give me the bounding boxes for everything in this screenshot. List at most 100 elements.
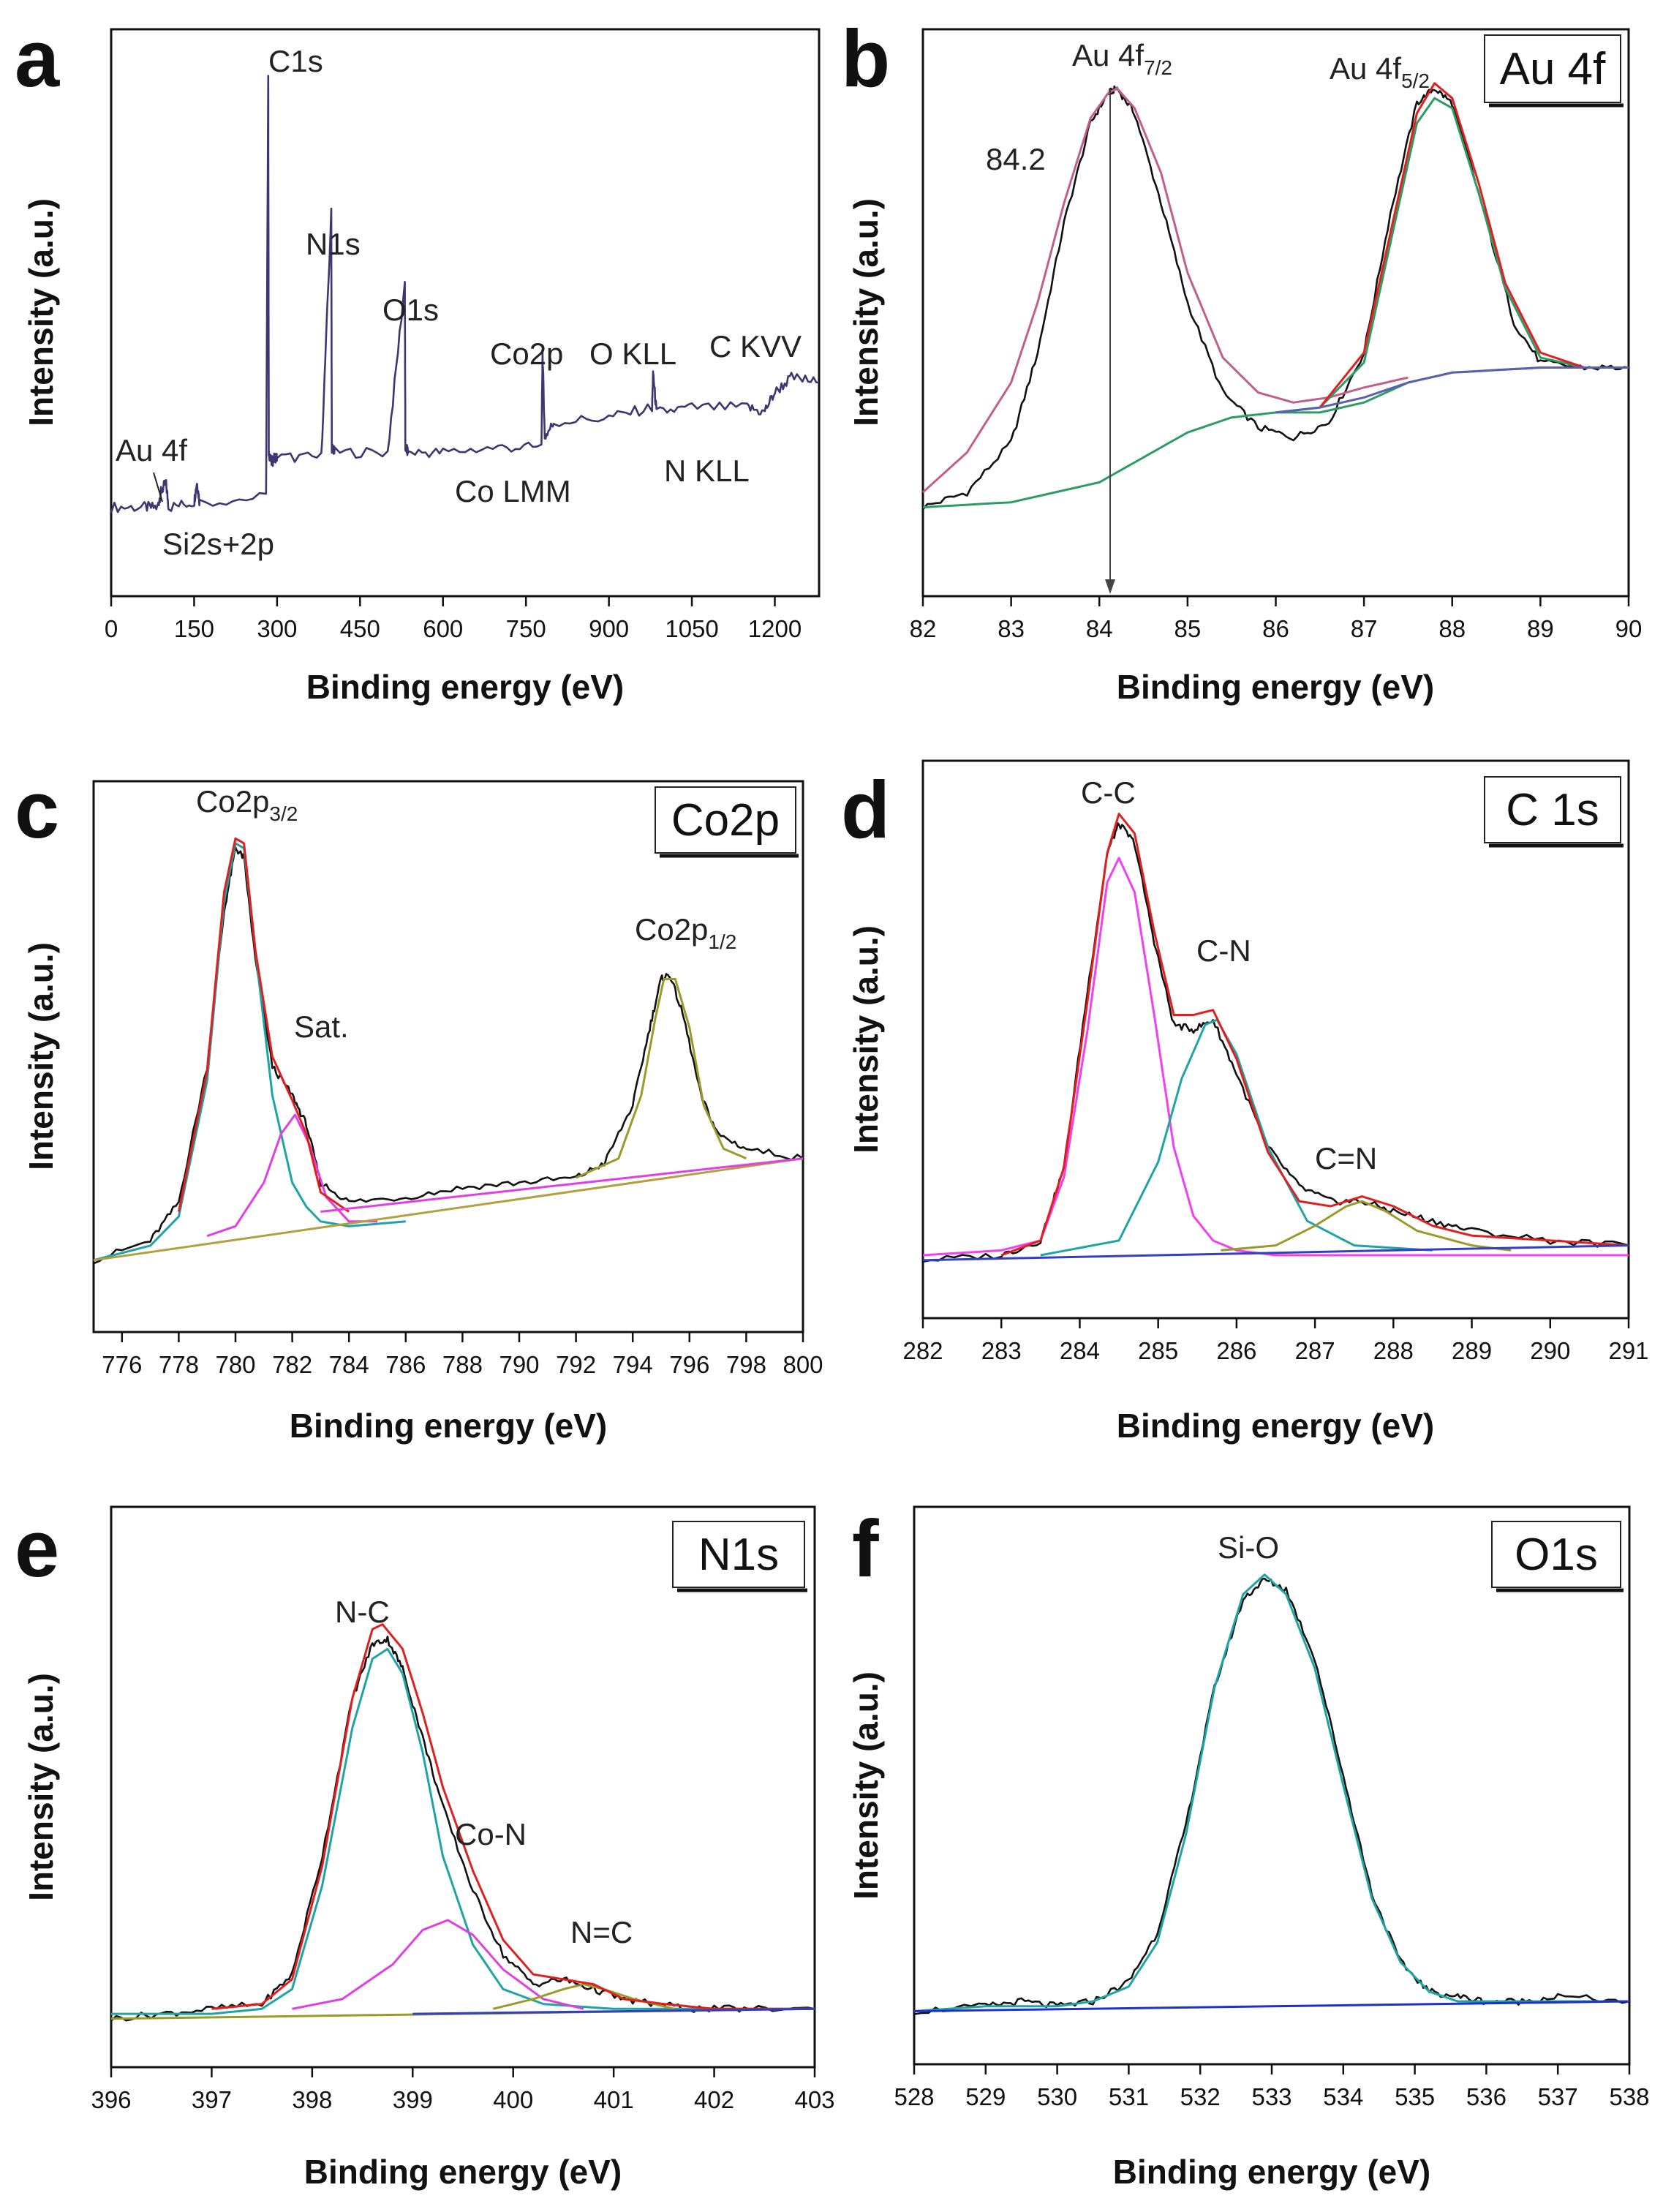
- x-tick-label-c: 798: [726, 1351, 766, 1378]
- peak-label-c1s: C1s: [268, 44, 323, 78]
- series-d-raw: [922, 822, 1629, 1263]
- peak-label-n1s: N1s: [306, 227, 361, 261]
- peak-label-c-kvv: C KVV: [709, 329, 802, 364]
- x-tick-label-a: 900: [589, 615, 629, 642]
- series-d-c-n-fit: [1040, 1018, 1433, 1257]
- title-box-c: [655, 786, 796, 854]
- panel-letter-c: c: [15, 765, 59, 855]
- x-tick-label-f: 529: [965, 2083, 1006, 2110]
- plot-area-b: [921, 82, 1629, 511]
- y-axis-label-d: Intensity (a.u.): [847, 925, 885, 1154]
- panel-title-f: O1s: [1515, 1530, 1598, 1580]
- x-tick-label-a: 750: [506, 615, 546, 642]
- plot-frame-d: [921, 759, 1630, 1320]
- x-tick-label-b: 90: [1615, 615, 1643, 642]
- peak-label-sio: Si-O: [1218, 1530, 1279, 1565]
- x-tick-label-a: 1050: [665, 615, 718, 642]
- panel-c: c 776 778 780 782 784 786 788 790 792 794 796 798 80…: [15, 765, 823, 1445]
- co2p12-main: Co2p: [635, 912, 708, 947]
- x-tick-label-d: 289: [1452, 1337, 1492, 1364]
- plot-frame-c: [92, 780, 804, 1333]
- series-d-background: [922, 1244, 1629, 1262]
- x-tick-label-b: 89: [1527, 615, 1554, 642]
- x-tick-label-d: 290: [1530, 1337, 1570, 1364]
- x-tick-label-b: 87: [1351, 615, 1378, 642]
- peak-position-arrowhead: [1105, 579, 1115, 594]
- series-d-envelope: [1000, 813, 1629, 1257]
- peak-label-au4f72: Au 4f7/2: [1072, 38, 1172, 79]
- x-tick-label-c: 786: [385, 1351, 426, 1378]
- series-c-satellite: [206, 1113, 377, 1238]
- x-tick-label-a: 600: [423, 615, 463, 642]
- au4f72-main: Au 4f: [1072, 38, 1144, 72]
- y-axis-label-e: Intensity (a.u.): [22, 1673, 60, 1901]
- title-box-e: [672, 1521, 805, 1588]
- plot-area-f: [913, 1573, 1630, 2015]
- y-axis-label-b: Intensity (a.u.): [847, 198, 885, 426]
- au4f-pointer-line: [153, 472, 163, 503]
- peak-label-si2s2p: Si2s+2p: [162, 527, 274, 561]
- x-tick-label-e: 400: [493, 2086, 533, 2113]
- x-axis-label-a: Binding energy (eV): [306, 668, 624, 706]
- x-tick-label-f: 537: [1538, 2083, 1578, 2110]
- panel-letter-a: a: [15, 14, 60, 104]
- plot-frame-a: [110, 28, 821, 598]
- series-e-n-c-fit: [111, 1647, 815, 2015]
- co2p32-sub: 3/2: [269, 802, 298, 825]
- x-tick-label-c: 788: [442, 1351, 483, 1378]
- series-f-background: [913, 2000, 1630, 2012]
- x-axis-label-d: Binding energy (eV): [1117, 1407, 1434, 1445]
- x-ticks-f: 528 529 530 531 532 533 534 535 536 537 538: [894, 2064, 1650, 2110]
- x-tick-label-d: 284: [1060, 1337, 1100, 1364]
- panel-letter-e: e: [15, 1504, 59, 1594]
- x-tick-label-e: 397: [192, 2086, 232, 2113]
- x-tick-label-d: 285: [1138, 1337, 1178, 1364]
- x-ticks-a: 0 150 300 450 600 750 900 1050 1200: [105, 596, 802, 642]
- x-tick-label-e: 398: [292, 2086, 332, 2113]
- au4f52-sub: 5/2: [1401, 69, 1430, 92]
- x-tick-label-a: 300: [257, 615, 297, 642]
- series-b-background: [922, 366, 1629, 508]
- series-d-c-n-fit: [1221, 1200, 1512, 1252]
- x-tick-label-c: 792: [556, 1351, 596, 1378]
- x-tick-label-c: 800: [783, 1351, 823, 1378]
- peak-label-nc: N-C: [335, 1595, 390, 1629]
- x-tick-label-a: 1200: [748, 615, 802, 642]
- series-b-background-2: [1275, 366, 1629, 414]
- peak-label-n-kll: N KLL: [664, 454, 750, 488]
- x-tick-label-c: 794: [613, 1351, 653, 1378]
- series-c-co2p1-2-fit: [575, 978, 747, 1179]
- x-tick-label-d: 286: [1216, 1337, 1256, 1364]
- series-c-background-2: [320, 1157, 804, 1213]
- peak-label-cc: C-C: [1081, 775, 1136, 810]
- x-tick-label-e: 401: [594, 2086, 634, 2113]
- x-tick-label-f: 528: [894, 2083, 934, 2110]
- au4f72-sub: 7/2: [1144, 56, 1172, 79]
- x-tick-label-c: 790: [499, 1351, 539, 1378]
- peak-label-cdn: C=N: [1315, 1141, 1377, 1175]
- series-e-n-c-fit: [492, 1983, 674, 2010]
- panel-title-e: N1s: [698, 1530, 779, 1580]
- x-tick-label-f: 535: [1395, 2083, 1435, 2110]
- panel-b: b 82 83 84 85 86 87 88 89 90 Intensity (a.u.) Bi…: [841, 14, 1642, 706]
- peak-label-co2p: Co2p: [490, 336, 563, 371]
- series-e-background-2: [412, 2007, 815, 2015]
- x-tick-label-d: 283: [981, 1337, 1022, 1364]
- x-tick-label-f: 538: [1609, 2083, 1649, 2110]
- au4f52-main: Au 4f: [1330, 51, 1401, 86]
- x-tick-label-e: 399: [393, 2086, 433, 2113]
- plot-area-a: [110, 75, 820, 514]
- peak-label-o-kll: O KLL: [589, 336, 676, 371]
- x-tick-label-b: 86: [1262, 615, 1289, 642]
- peak-label-ndc: N=C: [570, 1915, 633, 1949]
- x-tick-label-c: 784: [329, 1351, 369, 1378]
- panel-title-c: Co2p: [671, 795, 780, 846]
- x-tick-label-a: 0: [105, 615, 118, 642]
- peak-label-cn: C-N: [1196, 933, 1251, 968]
- peak-label-co2p32: Co2p3/2: [196, 784, 298, 825]
- panel-letter-f: f: [852, 1504, 879, 1594]
- co2p12-sub: 1/2: [708, 930, 736, 953]
- y-axis-label-f: Intensity (a.u.): [847, 1671, 885, 1900]
- title-box-b: [1484, 34, 1621, 103]
- x-tick-label-b: 83: [998, 615, 1025, 642]
